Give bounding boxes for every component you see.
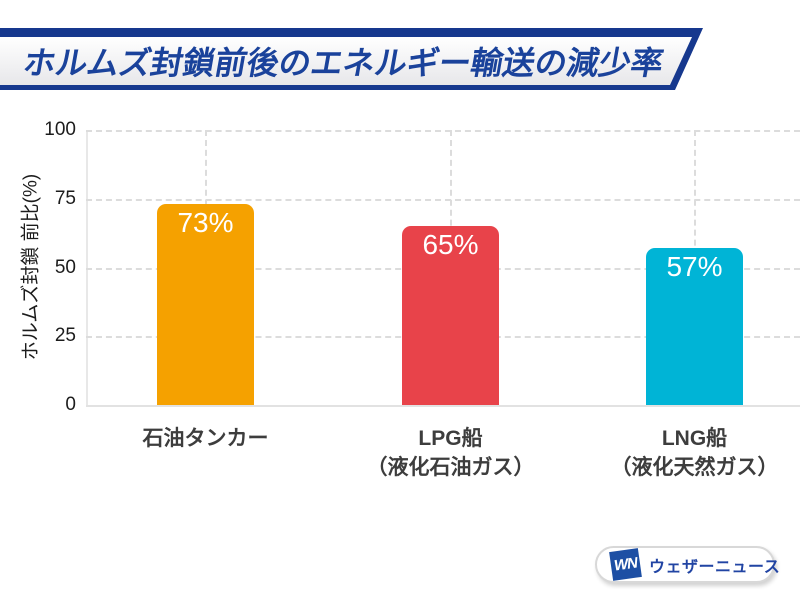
x-category-label-line: 石油タンカー	[142, 427, 269, 450]
y-tick-label: 25	[54, 325, 76, 347]
gridline-horizontal	[86, 130, 800, 132]
y-tick-label: 100	[44, 119, 76, 140]
x-category-label-line: LNG船	[661, 427, 728, 450]
x-axis-line	[86, 405, 800, 407]
weathernews-logo-text: ウェザーニュース	[649, 558, 781, 576]
y-tick-label: 50	[54, 256, 76, 278]
bar-2: 65%	[402, 226, 499, 405]
bar-value-label: 57%	[666, 251, 723, 283]
bar-1: 73%	[157, 204, 254, 405]
wn-logo-icon: WN	[609, 548, 642, 581]
bar-chart: ホルムズ封鎖 前比(%) 73% 65% 57% 0 25 50 75 100 石油タンカー L…	[21, 119, 800, 482]
x-category-label: LPG船 （液化石油ガス）	[321, 424, 581, 482]
y-tick-label: 75	[54, 187, 76, 209]
x-category-label-line: LPG船	[418, 427, 483, 450]
bar-3: 57%	[646, 248, 743, 405]
x-category-label-line: （液化天然ガス）	[610, 456, 779, 479]
x-category-label: 石油タンカー	[76, 424, 336, 453]
bar-value-label: 73%	[177, 207, 234, 239]
gridline-horizontal	[86, 198, 800, 201]
y-tick-label: 0	[65, 394, 76, 415]
wn-logo-letters: WN	[613, 554, 638, 575]
title-banner: ホルムズ封鎖前後のエネルギー輸送の減少率	[0, 28, 713, 90]
weathernews-logo: WN ウェザーニュース	[595, 546, 780, 583]
x-category-label-line: （液化石油ガス）	[366, 456, 535, 479]
plot-area: 73% 65% 57%	[86, 130, 800, 407]
banner-shape	[0, 28, 703, 90]
bar-value-label: 65%	[422, 229, 479, 261]
x-category-label: LNG船 （液化天然ガス）	[565, 424, 800, 482]
